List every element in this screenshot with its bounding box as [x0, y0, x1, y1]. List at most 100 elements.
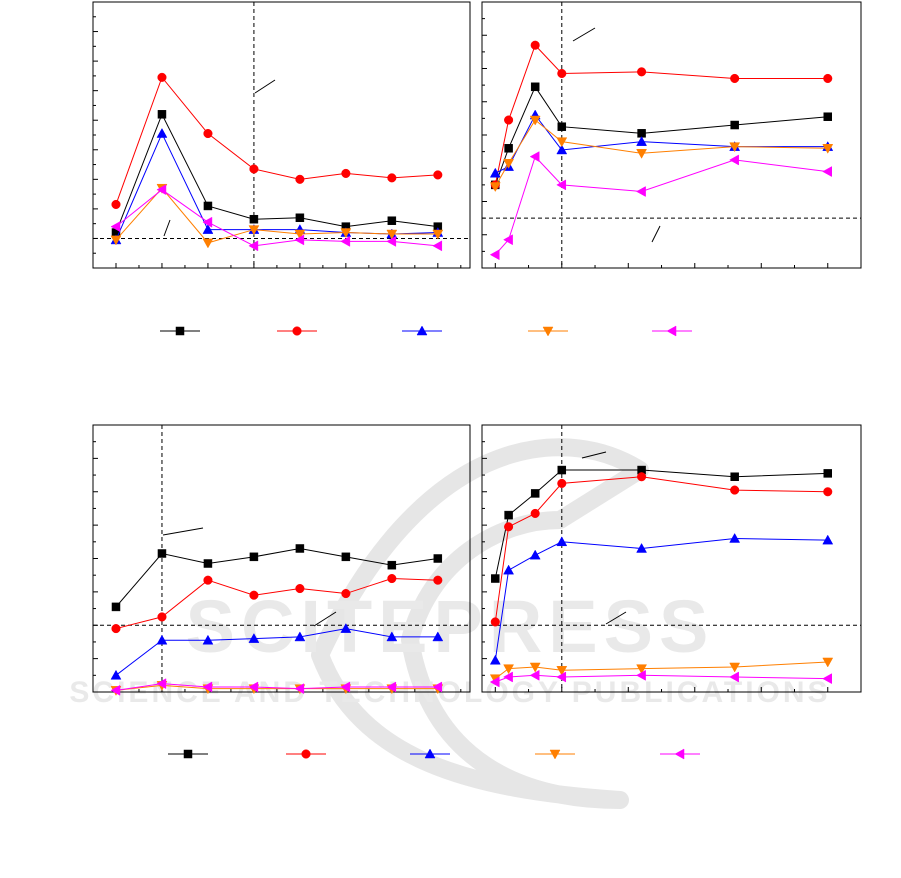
legend-entry: [652, 325, 692, 337]
data-point: [294, 631, 306, 642]
data-point: [636, 186, 646, 197]
series-3: [489, 109, 834, 178]
data-point: [157, 612, 167, 622]
data-point: [156, 678, 167, 690]
data-point: [503, 564, 515, 575]
legend-marker: [674, 748, 685, 760]
data-point: [156, 184, 167, 196]
series-2: [111, 72, 443, 210]
data-point: [203, 559, 213, 568]
data-point: [248, 225, 260, 236]
data-point: [504, 115, 514, 125]
arrow-annotation: [163, 219, 171, 237]
data-point: [433, 554, 443, 563]
data-point: [823, 487, 833, 497]
series-line: [115, 76, 438, 205]
legend-marker: [183, 749, 193, 759]
legend-entry: [277, 326, 317, 336]
arrow-annotation: [313, 611, 337, 627]
series-1: [491, 465, 833, 583]
arrow-annotation: [581, 451, 607, 459]
legend-marker: [666, 325, 677, 337]
watermark-swoosh: [311, 438, 649, 809]
data-point: [341, 168, 351, 178]
legend-marker: [175, 326, 185, 336]
data-point: [157, 549, 167, 558]
data-point: [729, 154, 739, 166]
data-point: [822, 144, 834, 154]
panel-bottom-right: [481, 424, 862, 693]
data-point: [489, 167, 501, 178]
data-point: [489, 654, 501, 665]
data-point: [637, 472, 647, 482]
data-point: [341, 588, 351, 599]
data-point: [729, 662, 741, 673]
series-line: [115, 187, 438, 244]
data-point: [729, 142, 741, 153]
legend-bottom: [168, 748, 700, 760]
plot-frame: [481, 1, 862, 269]
watermark: SCITEPRESS SCIENCE AND TECHNOLOGY PUBLIC…: [69, 438, 828, 809]
data-point: [556, 179, 567, 191]
data-point: [202, 238, 214, 249]
data-point: [432, 229, 444, 240]
data-point: [529, 115, 541, 126]
series-2: [111, 573, 443, 634]
data-point: [295, 544, 305, 553]
legend-entry: [660, 748, 700, 760]
data-point: [387, 573, 397, 584]
legend-entry: [410, 748, 450, 759]
data-point: [295, 174, 305, 184]
legend-marker: [301, 749, 311, 759]
data-point: [387, 173, 397, 183]
watermark-title: SCITEPRESS: [186, 585, 715, 668]
data-point: [248, 681, 259, 693]
data-point: [111, 624, 121, 634]
data-point: [340, 681, 351, 693]
data-point: [432, 681, 443, 693]
data-point: [433, 575, 443, 585]
data-point: [504, 522, 514, 532]
data-point: [557, 68, 567, 79]
data-point: [203, 201, 213, 211]
data-point: [248, 240, 259, 252]
data-point: [202, 634, 214, 645]
legend-marker: [549, 749, 561, 760]
data-point: [202, 224, 214, 234]
data-point: [504, 144, 513, 153]
data-point: [387, 560, 397, 570]
data-point: [386, 681, 397, 693]
legend-entry: [286, 749, 326, 759]
series-line: [115, 113, 438, 233]
data-point: [503, 664, 515, 675]
data-point: [823, 469, 833, 478]
legend-marker: [424, 748, 436, 759]
data-point: [294, 229, 306, 240]
data-point: [556, 137, 568, 148]
data-point: [489, 249, 500, 261]
data-point: [295, 583, 305, 594]
data-point: [730, 73, 740, 84]
arrow-annotation: [162, 527, 204, 536]
series-5: [110, 184, 443, 252]
data-point: [823, 112, 833, 121]
data-point: [637, 67, 647, 77]
data-point: [504, 510, 513, 520]
data-point: [203, 128, 213, 139]
data-point: [556, 666, 568, 676]
data-point: [730, 120, 739, 130]
data-point: [529, 549, 541, 560]
data-point: [249, 214, 259, 224]
data-point: [111, 199, 121, 210]
data-point: [730, 485, 740, 495]
data-point: [340, 623, 352, 633]
data-point: [557, 465, 567, 475]
data-point: [503, 159, 515, 169]
legend-top: [160, 325, 692, 337]
data-point: [157, 72, 167, 82]
data-point: [503, 234, 513, 246]
legend-marker: [542, 326, 554, 337]
data-point: [530, 82, 540, 92]
data-point: [636, 136, 648, 146]
